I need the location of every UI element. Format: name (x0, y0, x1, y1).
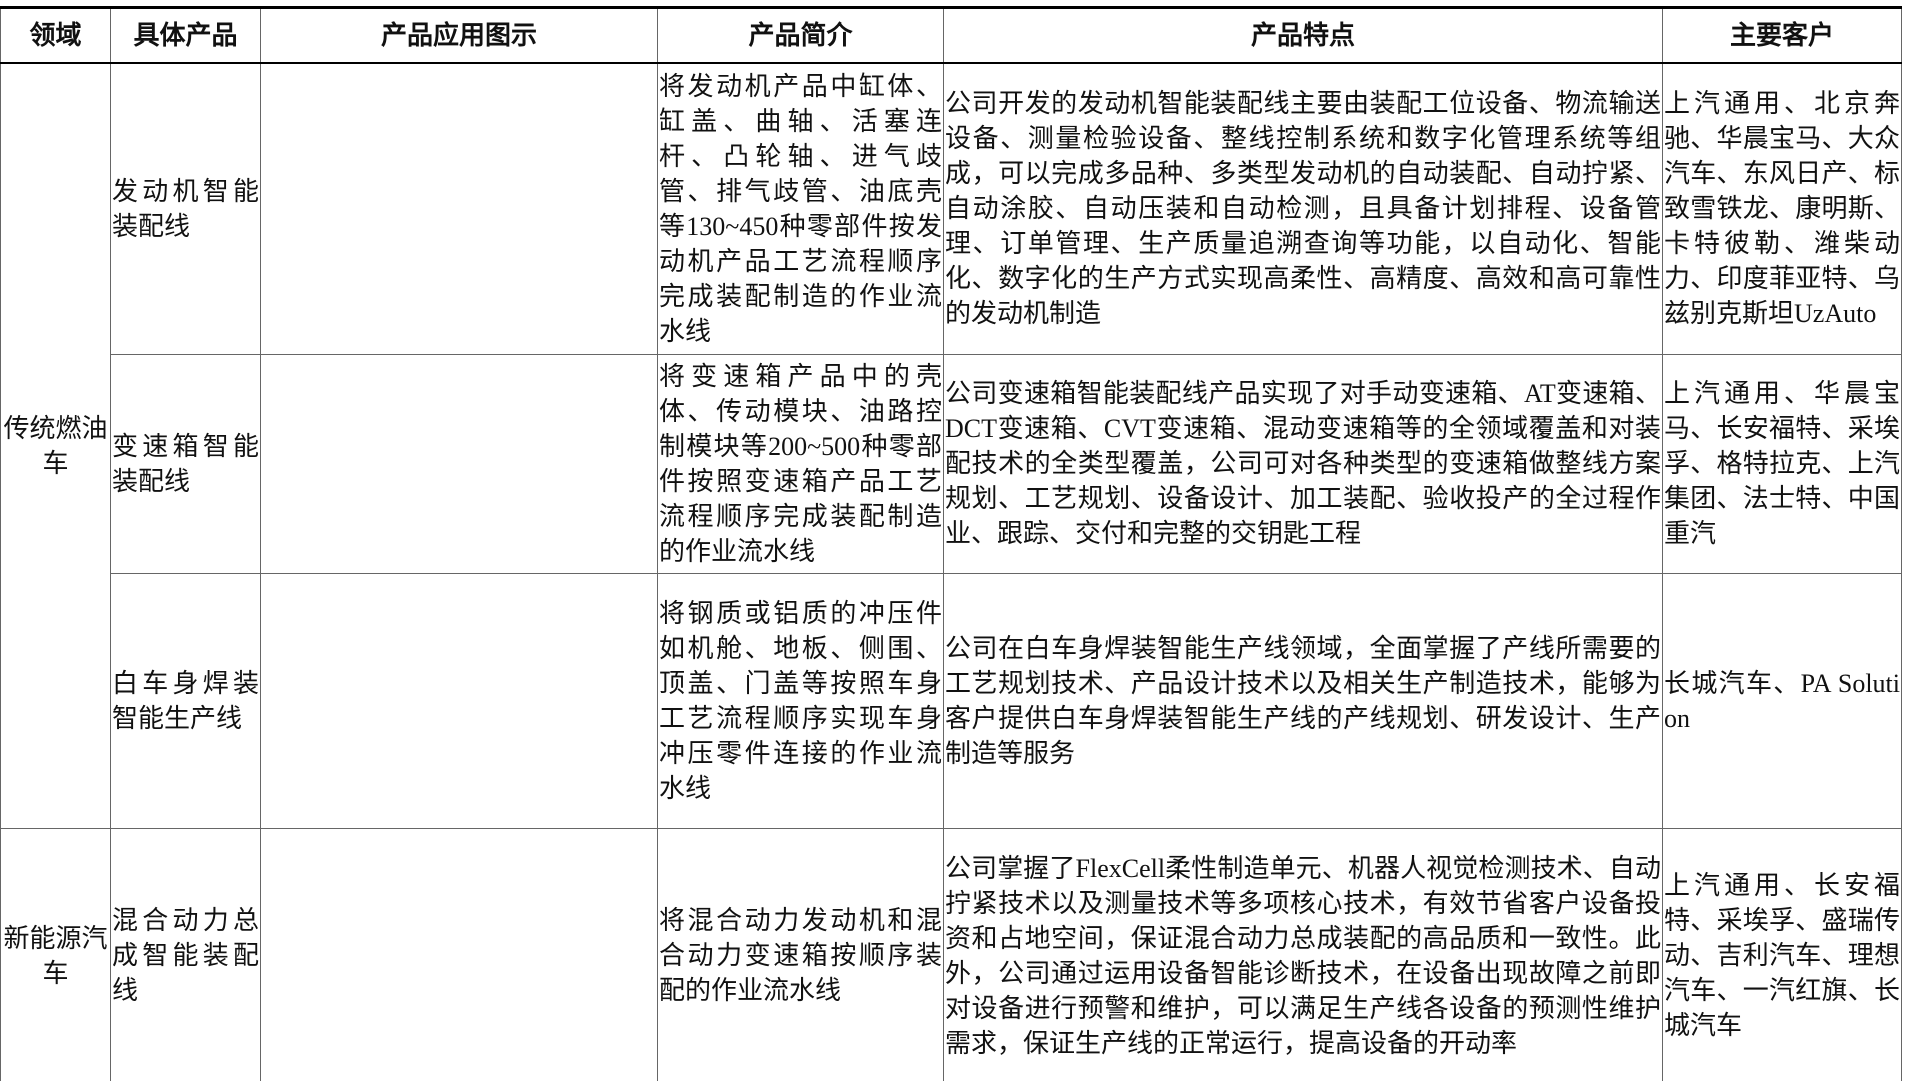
header-cell: 产品简介 (657, 6, 944, 64)
features-cell: 公司变速箱智能装配线产品实现了对手动变速箱、AT变速箱、DCT变速箱、CVT变速… (943, 353, 1663, 574)
header-cell: 具体产品 (110, 6, 261, 64)
header-cell: 产品应用图示 (260, 6, 658, 64)
intro-cell: 将变速箱产品中的壳体、传动模块、油路控制模块等200~500种零部件按照变速箱产… (657, 353, 944, 574)
domain-cell: 传统燃油车 (0, 62, 111, 829)
customers-cell: 上汽通用、华晨宝马、长安福特、采埃孚、格特拉克、上汽集团、法士特、中国重汽 (1662, 353, 1902, 574)
image-cell (260, 827, 658, 1081)
header-cell: 领域 (0, 6, 111, 64)
page: {"table":{"header":["领域","具体产品","产品应用图示"… (0, 6, 1905, 1081)
features-cell: 公司开发的发动机智能装配线主要由装配工位设备、物流输送设备、测量检验设备、整线控… (943, 62, 1663, 355)
product-cell: 变速箱智能装配线 (110, 353, 261, 574)
product-table: 领域 具体产品 产品应用图示 产品简介 产品特点 主要客户 传统燃油车 发动机智能装配线 将发… (0, 6, 1902, 1081)
table-row: 传统燃油车 发动机智能装配线 将发动机产品中缸体、缸盖、曲轴、活塞连杆、凸轮轴、进气… (0, 62, 1902, 829)
image-cell (260, 353, 658, 574)
table-row: 变速箱智能装配线 将变速箱产品中的壳体、传动模块、油路控制模块等200~500种零… (1, 353, 1902, 574)
image-cell (260, 62, 658, 355)
product-cell: 白车身焊装智能生产线 (110, 572, 261, 829)
features-cell: 公司掌握了FlexCell柔性制造单元、机器人视觉检测技术、自动拧紧技术以及测量… (943, 827, 1663, 1081)
intro-cell: 将钢质或铝质的冲压件如机舱、地板、侧围、顶盖、门盖等按照车身工艺流程顺序实现车身… (657, 572, 944, 829)
domain-cell: 新能源汽车 (0, 827, 111, 1081)
customers-cell: 上汽通用、长安福特、采埃孚、盛瑞传动、吉利汽车、理想汽车、一汽红旗、长城汽车 (1662, 827, 1902, 1081)
product-cell: 混合动力总成智能装配线 (110, 827, 261, 1081)
table-row: 新能源汽车 混合动力总成智能装配线 将混合动力发动机和混合动力变速箱按顺序装配的作业… (0, 827, 1902, 1081)
features-cell: 公司在白车身焊装智能生产线领域，全面掌握了产线所需要的工艺规划技术、产品设计技术… (943, 572, 1663, 829)
customers-cell: 长城汽车、PA Solution (1662, 572, 1902, 829)
intro-cell: 将混合动力发动机和混合动力变速箱按顺序装配的作业流水线 (657, 827, 944, 1081)
intro-cell: 将发动机产品中缸体、缸盖、曲轴、活塞连杆、凸轮轴、进气歧管、排气歧管、油底壳等1… (657, 62, 944, 355)
header-cell: 产品特点 (943, 6, 1663, 64)
header-row: 领域 具体产品 产品应用图示 产品简介 产品特点 主要客户 (0, 6, 1902, 64)
image-cell (260, 572, 658, 829)
product-cell: 发动机智能装配线 (110, 62, 261, 355)
table-row: 白车身焊装智能生产线 将钢质或铝质的冲压件如机舱、地板、侧围、顶盖、门盖等按照车身… (1, 572, 1902, 829)
customers-cell: 上汽通用、北京奔驰、华晨宝马、大众汽车、东风日产、标致雪铁龙、康明斯、卡特彼勒、… (1662, 62, 1902, 355)
header-cell: 主要客户 (1662, 6, 1902, 64)
